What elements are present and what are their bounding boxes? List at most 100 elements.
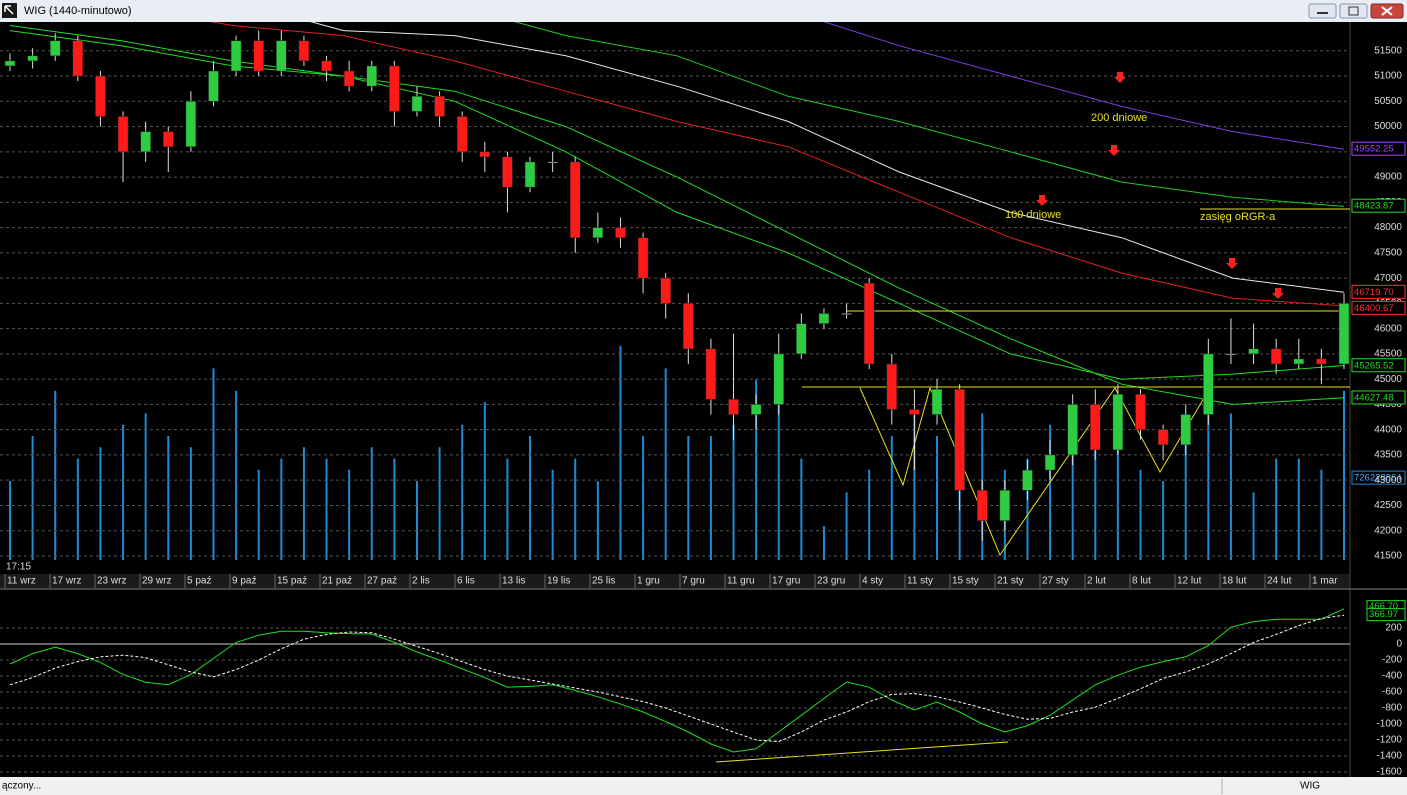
- x-tick-label: 18 lut: [1222, 576, 1247, 587]
- moving-average: [310, 22, 1345, 293]
- candle-layer: [4, 30, 1350, 541]
- x-tick-label: 21 paź: [322, 576, 352, 587]
- candle-body: [27, 55, 38, 62]
- candle-body: [1203, 353, 1214, 415]
- arrow: [1272, 288, 1284, 299]
- y-tick-label: 51500: [1374, 45, 1402, 56]
- y-tick-label: 46000: [1374, 323, 1402, 334]
- title-bar: [0, 0, 1407, 22]
- y-tick-label: 50000: [1374, 121, 1402, 132]
- x-tick-label: 12 lut: [1177, 576, 1202, 587]
- candle-body: [524, 161, 536, 188]
- candle-body: [411, 96, 423, 112]
- x-tick-label: 11 sty: [907, 576, 933, 587]
- x-tick-label: 17 gru: [772, 576, 800, 587]
- price-tag: 48423.87: [1354, 201, 1394, 212]
- candle-body: [728, 399, 739, 415]
- candle-body: [1270, 348, 1282, 365]
- candle-body: [389, 65, 400, 112]
- x-tick-label: 8 lut: [1132, 576, 1151, 587]
- x-tick-label: 23 gru: [817, 576, 845, 587]
- price-tag-box: [1351, 358, 1406, 373]
- y-tick-label: -200: [1382, 655, 1402, 666]
- x-tick-label: 25 lis: [592, 576, 615, 587]
- arrow: [1108, 145, 1120, 156]
- x-tick-label: 2 lis: [412, 576, 430, 587]
- date-axis: [0, 574, 1350, 588]
- y-tick-label: 50500: [1374, 96, 1402, 107]
- restore-button[interactable]: [1339, 3, 1368, 19]
- y-tick-label: -600: [1382, 687, 1402, 698]
- price-tag: 46719.70: [1354, 287, 1394, 298]
- price-tag-box: [1351, 284, 1406, 299]
- arrow: [1226, 258, 1238, 269]
- y-tick-label: 48000: [1374, 222, 1402, 233]
- oscillator-line: [9, 608, 1345, 753]
- candle-body: [1044, 454, 1056, 471]
- price-tag-box: [1351, 198, 1406, 213]
- y-tick-label: 44500: [1374, 399, 1402, 410]
- y-tick-label: 200: [1385, 623, 1402, 634]
- candle-body: [1090, 404, 1101, 451]
- candle-body: [1316, 358, 1327, 365]
- candle-body: [434, 96, 445, 117]
- candle-body: [1135, 394, 1146, 430]
- price-tag-box: [1351, 390, 1406, 405]
- y-tick-label: 47000: [1374, 273, 1402, 284]
- x-tick-label: 2 lut: [1087, 576, 1106, 587]
- candle-body: [185, 101, 197, 148]
- time-label: 17:15: [6, 562, 31, 573]
- status-left: ączony...: [2, 781, 41, 792]
- zigzag: [859, 386, 1211, 557]
- candle-body: [298, 40, 310, 62]
- x-tick-label: 21 sty: [997, 576, 1024, 587]
- candle-body: [818, 313, 830, 324]
- minimize-button[interactable]: [1308, 3, 1337, 19]
- candle-body: [592, 227, 604, 238]
- moving-average: [514, 22, 1345, 207]
- candle-body: [321, 60, 332, 72]
- x-tick-label: 15 paź: [277, 576, 307, 587]
- candle-body: [230, 40, 242, 72]
- moving-average: [823, 22, 1345, 150]
- candle-body: [456, 116, 468, 153]
- x-tick-label: 23 wrz: [97, 576, 126, 587]
- candle-body: [683, 303, 694, 350]
- candle-body: [276, 40, 287, 72]
- candle-body: [95, 75, 106, 117]
- osc-tag: 466.70: [1369, 601, 1398, 612]
- volume-tag: 726228864: [1354, 473, 1402, 484]
- x-tick-label: 4 sty: [862, 576, 883, 587]
- x-tick-label: 11 wrz: [7, 576, 36, 587]
- y-tick-label: 43500: [1374, 450, 1402, 461]
- arrow: [1036, 195, 1048, 206]
- osc-tag-box: [1366, 608, 1406, 622]
- y-tick-label: 51000: [1374, 71, 1402, 82]
- candle-body: [1112, 394, 1124, 451]
- x-tick-label: 29 wrz: [142, 576, 171, 587]
- oscillator-layer: [0, 608, 1350, 773]
- y-tick-label: 45500: [1374, 349, 1402, 360]
- candle-body: [1248, 348, 1259, 355]
- x-tick-label: 6 lis: [457, 576, 475, 587]
- trend-drawings: [715, 208, 1350, 763]
- candle-body: [343, 70, 355, 87]
- y-tick-label: 44000: [1374, 424, 1402, 435]
- x-tick-label: 15 sty: [952, 576, 979, 587]
- grid-layer: [0, 50, 1350, 557]
- moving-average: [210, 22, 1345, 307]
- candle-body: [1157, 429, 1169, 446]
- candle-body: [615, 227, 626, 238]
- candle-body: [976, 490, 988, 521]
- x-tick-label: 24 lut: [1267, 576, 1292, 587]
- label-layer: 726228864 41500 42000 42500 43000 43500 44000 4…: [4, 45, 1406, 778]
- candle-body: [637, 237, 649, 279]
- y-tick-label: 42000: [1374, 525, 1402, 536]
- candle-body: [1022, 469, 1033, 491]
- candle-body: [253, 40, 264, 72]
- candle-body: [863, 282, 875, 365]
- candle-body: [773, 353, 784, 405]
- price-tag: 45265.52: [1354, 360, 1394, 371]
- x-tick-label: 17 wrz: [52, 576, 81, 587]
